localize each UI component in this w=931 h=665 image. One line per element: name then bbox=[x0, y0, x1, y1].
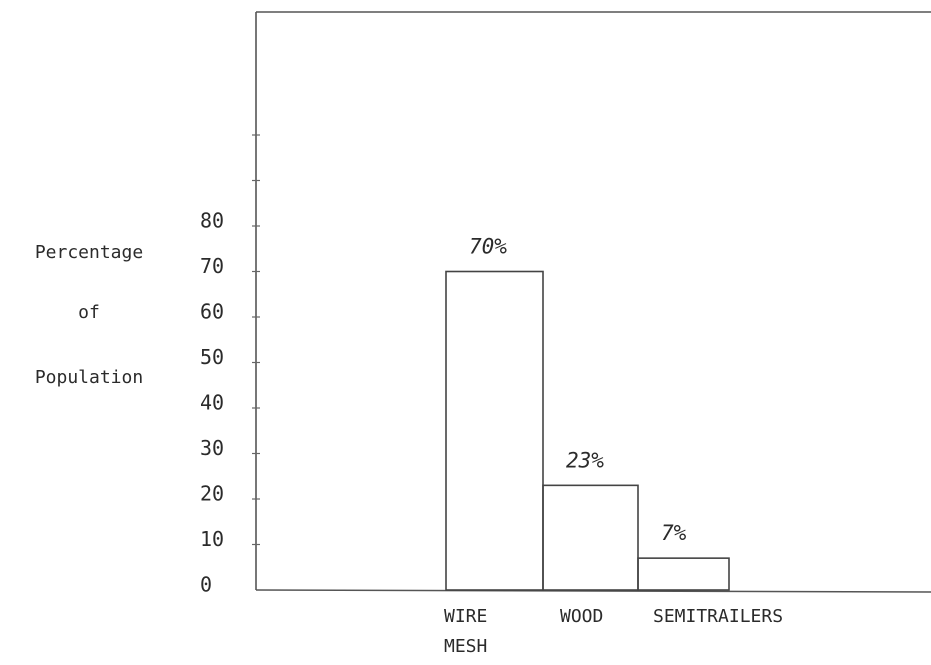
y-tick-label-40: 40 bbox=[200, 391, 224, 415]
y-axis-label-line-1: Percentage bbox=[35, 242, 143, 263]
bar-3 bbox=[637, 557, 730, 591]
y-axis-label-line-2: of bbox=[78, 302, 100, 323]
category-label-1-line-2: MESH bbox=[444, 636, 487, 657]
bar-2 bbox=[542, 484, 639, 591]
bar-1 bbox=[445, 270, 544, 591]
data-label-1: 70% bbox=[469, 235, 507, 259]
y-tick-label-10: 10 bbox=[200, 527, 224, 551]
y-axis-label-line-3: Population bbox=[35, 367, 143, 388]
x-axis bbox=[255, 589, 931, 593]
y-axis-label: Percentage of Population bbox=[35, 242, 143, 388]
y-tick-marks bbox=[252, 134, 260, 546]
data-label-3: 7% bbox=[661, 521, 687, 545]
y-tick-label-30: 30 bbox=[200, 436, 224, 460]
y-tick-label-20: 20 bbox=[200, 482, 224, 506]
data-label-2: 23% bbox=[566, 448, 604, 472]
y-tick-label-0: 0 bbox=[200, 573, 212, 597]
data-labels: 70% 23% 7% bbox=[469, 235, 687, 546]
category-label-1-line-1: WIRE bbox=[444, 606, 487, 627]
category-label-3-line-1: SEMITRAILERS bbox=[653, 606, 783, 627]
category-label-2-line-1: WOOD bbox=[560, 606, 603, 627]
chart-frame bbox=[255, 11, 931, 593]
category-labels: WIRE MESH WOOD SEMITRAILERS bbox=[444, 606, 783, 657]
y-tick-label-60: 60 bbox=[200, 300, 224, 324]
y-tick-label-50: 50 bbox=[200, 345, 224, 369]
bars bbox=[445, 270, 730, 591]
y-tick-labels: 0 10 20 30 40 50 60 70 80 bbox=[200, 209, 224, 597]
y-tick-label-70: 70 bbox=[200, 254, 224, 278]
y-tick-label-80: 80 bbox=[200, 209, 224, 233]
